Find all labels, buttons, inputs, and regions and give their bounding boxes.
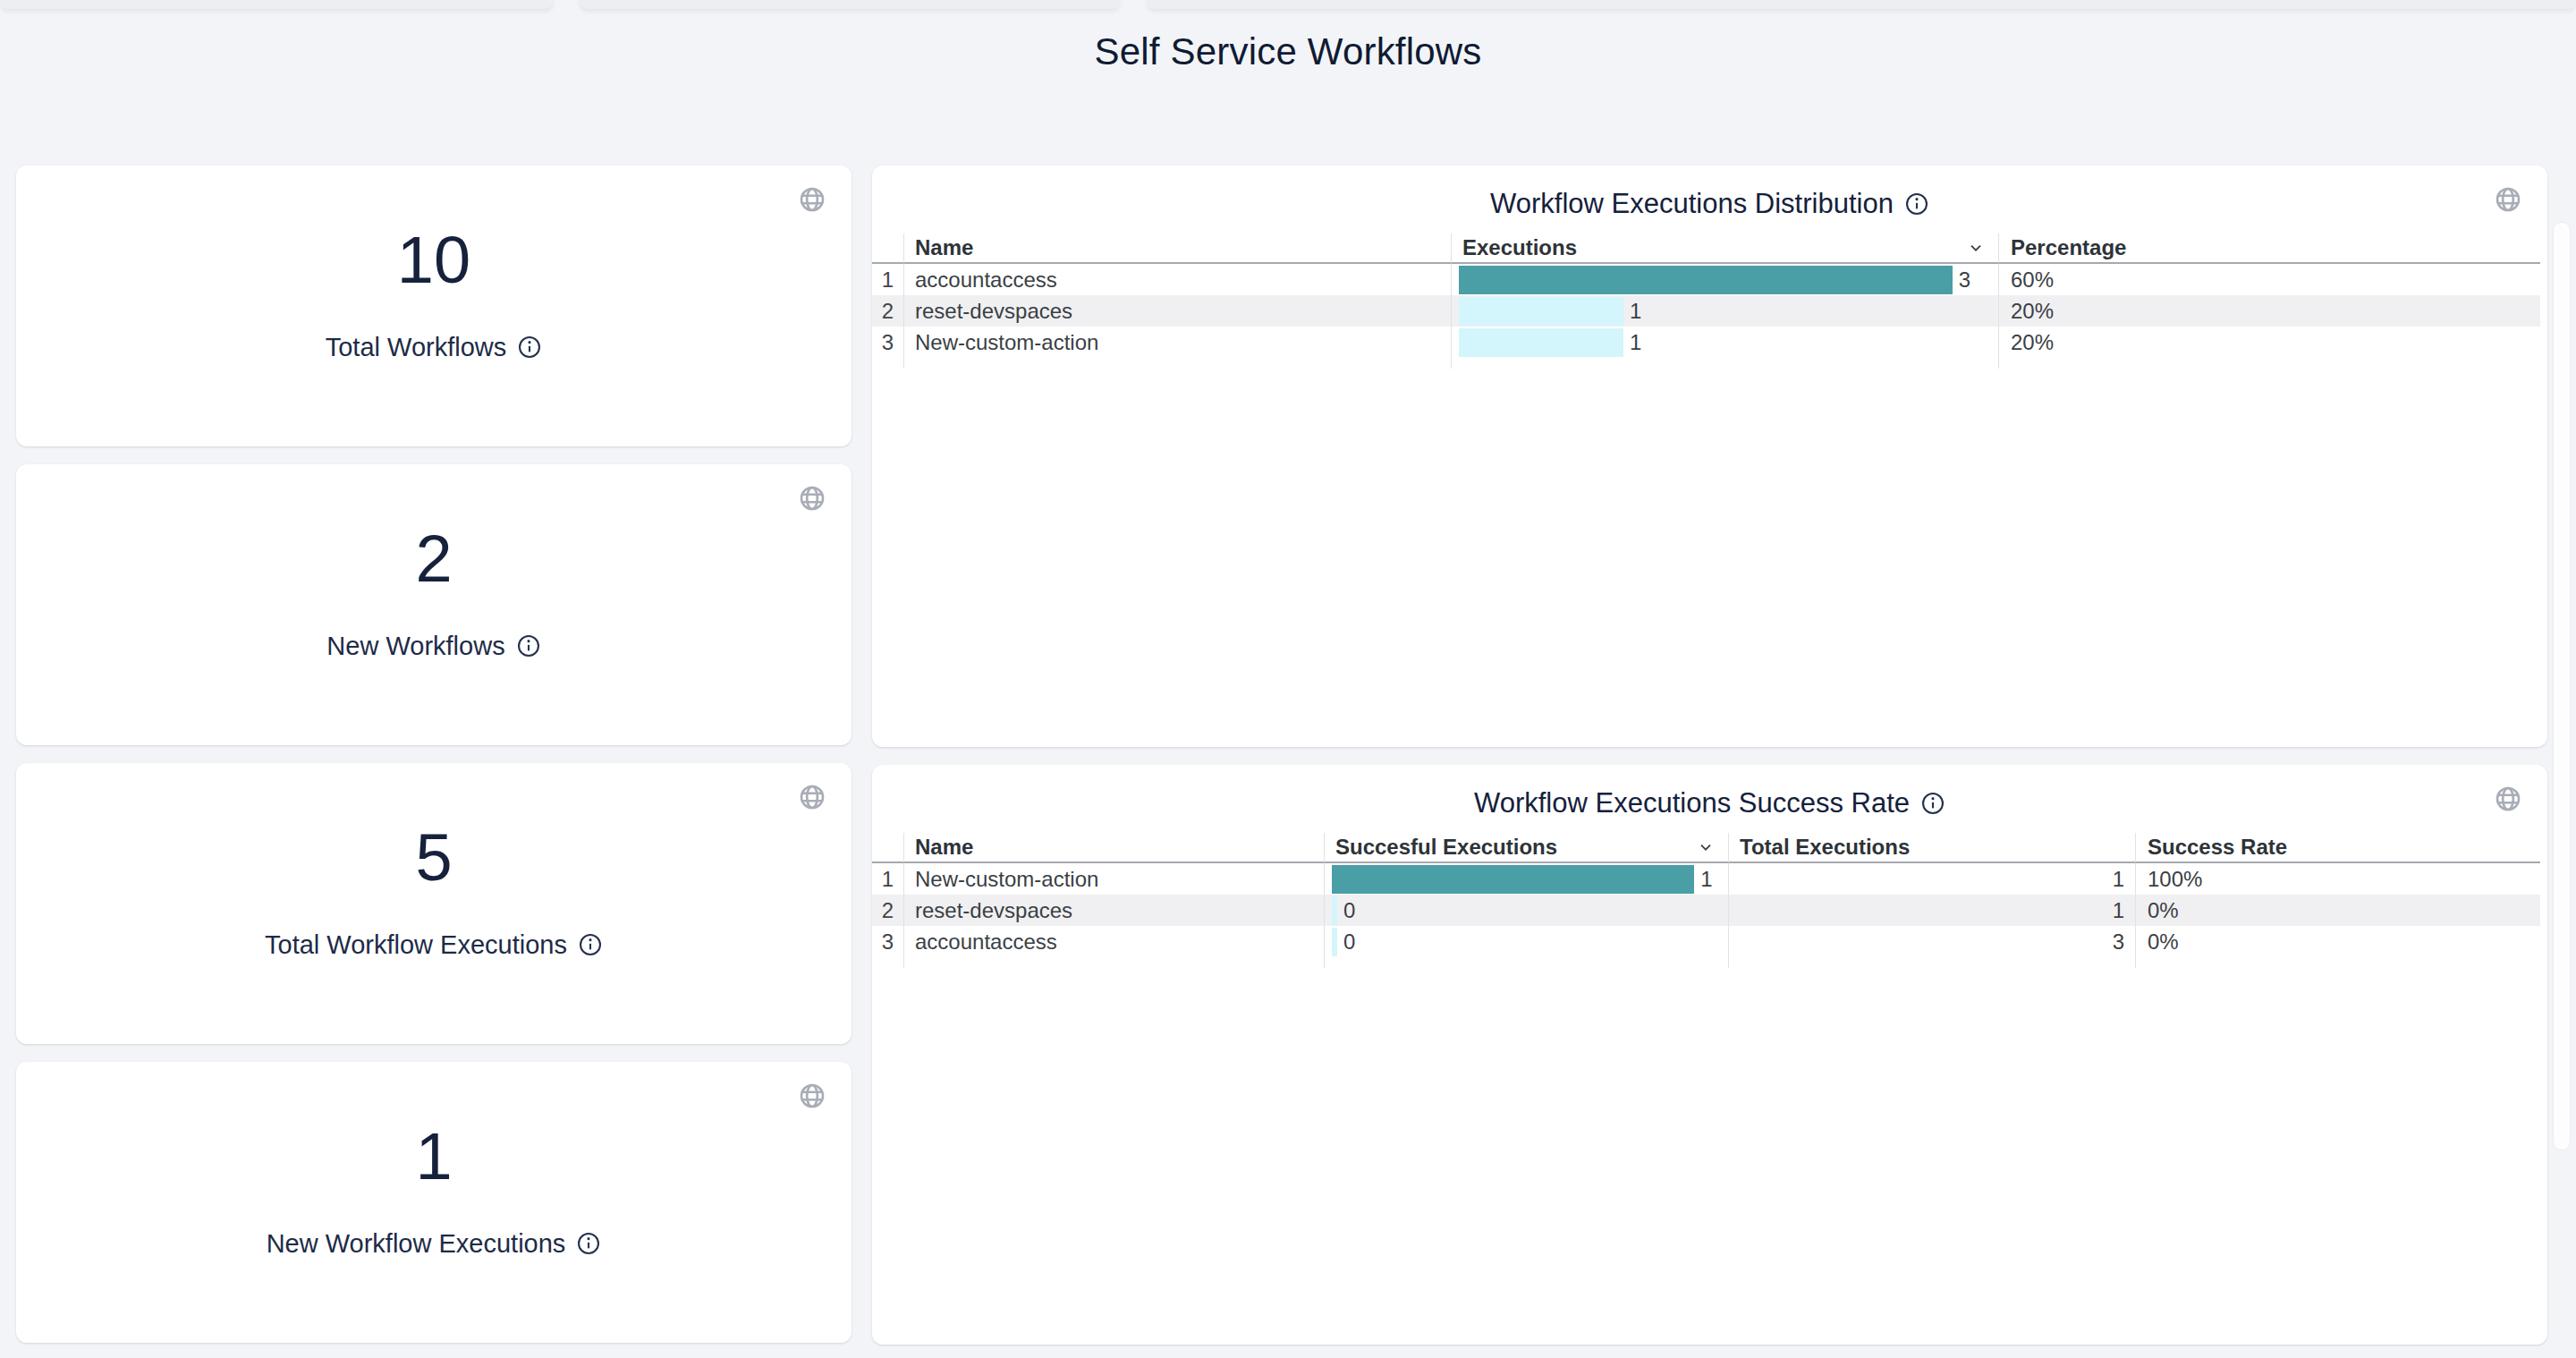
divider-extension: [872, 957, 2540, 968]
percentage-cell: 60%: [1999, 264, 2540, 295]
name-cell: New-custom-action: [904, 863, 1325, 895]
chevron-down-icon[interactable]: [1966, 238, 1986, 258]
globe-icon[interactable]: [798, 185, 826, 214]
bar-value-label: 1: [1630, 330, 1641, 355]
total-executions-cell: 1: [1729, 863, 2136, 895]
stat-label: New Workflow Executions: [267, 1229, 566, 1259]
table-row: 2 reset-devspaces 0 1 0%: [872, 895, 2540, 926]
stat-value: 5: [415, 825, 452, 891]
bar-value-label: 1: [1630, 299, 1641, 324]
name-cell: accountaccess: [904, 264, 1452, 295]
stat-card-column: 10 Total Workflows 2 New Workflows: [16, 166, 852, 1343]
chart-panel-column: Workflow Executions Distribution Name Ex…: [872, 166, 2547, 1345]
info-icon[interactable]: [1904, 191, 1929, 216]
info-icon[interactable]: [516, 633, 541, 658]
stat-label: New Workflows: [326, 632, 504, 661]
name-cell: accountaccess: [904, 926, 1325, 957]
globe-icon[interactable]: [798, 484, 826, 513]
info-icon[interactable]: [576, 1231, 601, 1256]
table-row: 3 New-custom-action 1 20%: [872, 327, 2540, 358]
clipped-card-edge: [1147, 0, 2576, 9]
table-header-row: Name Succesful Executions Total Executio…: [872, 833, 2540, 863]
table-header-row: Name Executions Percentage: [872, 233, 2540, 264]
panel-title: Workflow Executions Distribution: [1490, 188, 1894, 220]
success-rate-cell: 0%: [2136, 895, 2540, 926]
bar-value-label: 0: [1343, 898, 1355, 923]
bar-value-label: 3: [1959, 267, 1970, 293]
stat-card-new-workflows: 2 New Workflows: [16, 464, 852, 745]
name-cell: reset-devspaces: [904, 895, 1325, 926]
row-index: 1: [872, 264, 904, 295]
executions-bar: [1459, 328, 1623, 357]
successful-executions-bar: [1332, 865, 1694, 894]
globe-icon[interactable]: [2494, 185, 2522, 214]
executions-bar: [1459, 266, 1953, 294]
stat-value: 10: [397, 227, 470, 293]
row-index: 2: [872, 895, 904, 926]
distribution-table: Name Executions Percentage 1 accountacce…: [872, 233, 2540, 369]
total-executions-cell: 1: [1729, 895, 2136, 926]
column-header-name[interactable]: Name: [904, 833, 1325, 863]
success-rate-cell: 0%: [2136, 926, 2540, 957]
globe-icon[interactable]: [798, 1082, 826, 1110]
clipped-card-edge: [0, 0, 553, 9]
globe-icon[interactable]: [798, 783, 826, 811]
successful-executions-bar: [1332, 896, 1337, 925]
column-header-success-rate[interactable]: Success Rate: [2136, 833, 2540, 863]
row-index: 3: [872, 327, 904, 358]
stat-label: Total Workflows: [326, 333, 507, 362]
globe-icon[interactable]: [2494, 785, 2522, 813]
column-header-succesful-executions[interactable]: Succesful Executions: [1325, 833, 1729, 863]
divider-extension: [872, 358, 2540, 369]
stat-value: 2: [415, 526, 452, 592]
info-icon[interactable]: [517, 335, 542, 360]
percentage-cell: 20%: [1999, 295, 2540, 327]
info-icon[interactable]: [578, 932, 603, 957]
successful-executions-bar: [1332, 928, 1337, 956]
table-row: 1 accountaccess 3 60%: [872, 264, 2540, 295]
row-index: 2: [872, 295, 904, 327]
stat-value: 1: [415, 1124, 452, 1190]
page-title: Self Service Workflows: [0, 30, 2576, 73]
stat-card-total-workflow-executions: 5 Total Workflow Executions: [16, 763, 852, 1044]
info-icon[interactable]: [1920, 791, 1945, 816]
executions-bar: [1459, 297, 1623, 326]
table-row: 1 New-custom-action 1 1 100%: [872, 863, 2540, 895]
table-row: 3 accountaccess 0 3 0%: [872, 926, 2540, 957]
chevron-down-icon[interactable]: [1696, 837, 1716, 857]
percentage-cell: 20%: [1999, 327, 2540, 358]
name-cell: New-custom-action: [904, 327, 1452, 358]
clipped-card-edge: [580, 0, 1120, 9]
column-header-name[interactable]: Name: [904, 233, 1452, 264]
scrollbar-thumb[interactable]: [2553, 222, 2571, 1150]
stat-card-total-workflows: 10 Total Workflows: [16, 166, 852, 446]
panel-title: Workflow Executions Success Rate: [1474, 787, 1910, 819]
column-header-percentage[interactable]: Percentage: [1999, 233, 2540, 264]
row-index: 3: [872, 926, 904, 957]
success-rate-table: Name Succesful Executions Total Executio…: [872, 833, 2540, 968]
success-rate-cell: 100%: [2136, 863, 2540, 895]
dashboard: Self Service Workflows 10 Total Workflow…: [0, 0, 2576, 1358]
row-index: 1: [872, 863, 904, 895]
panel-workflow-executions-success-rate: Workflow Executions Success Rate Name Su…: [872, 765, 2547, 1345]
name-cell: reset-devspaces: [904, 295, 1452, 327]
column-header-total-executions[interactable]: Total Executions: [1729, 833, 2136, 863]
table-row: 2 reset-devspaces 1 20%: [872, 295, 2540, 327]
stat-card-new-workflow-executions: 1 New Workflow Executions: [16, 1062, 852, 1343]
column-header-executions[interactable]: Executions: [1452, 233, 1999, 264]
panel-workflow-executions-distribution: Workflow Executions Distribution Name Ex…: [872, 166, 2547, 747]
bar-value-label: 0: [1343, 929, 1355, 955]
bar-value-label: 1: [1700, 867, 1712, 892]
stat-label: Total Workflow Executions: [265, 930, 567, 960]
total-executions-cell: 3: [1729, 926, 2136, 957]
